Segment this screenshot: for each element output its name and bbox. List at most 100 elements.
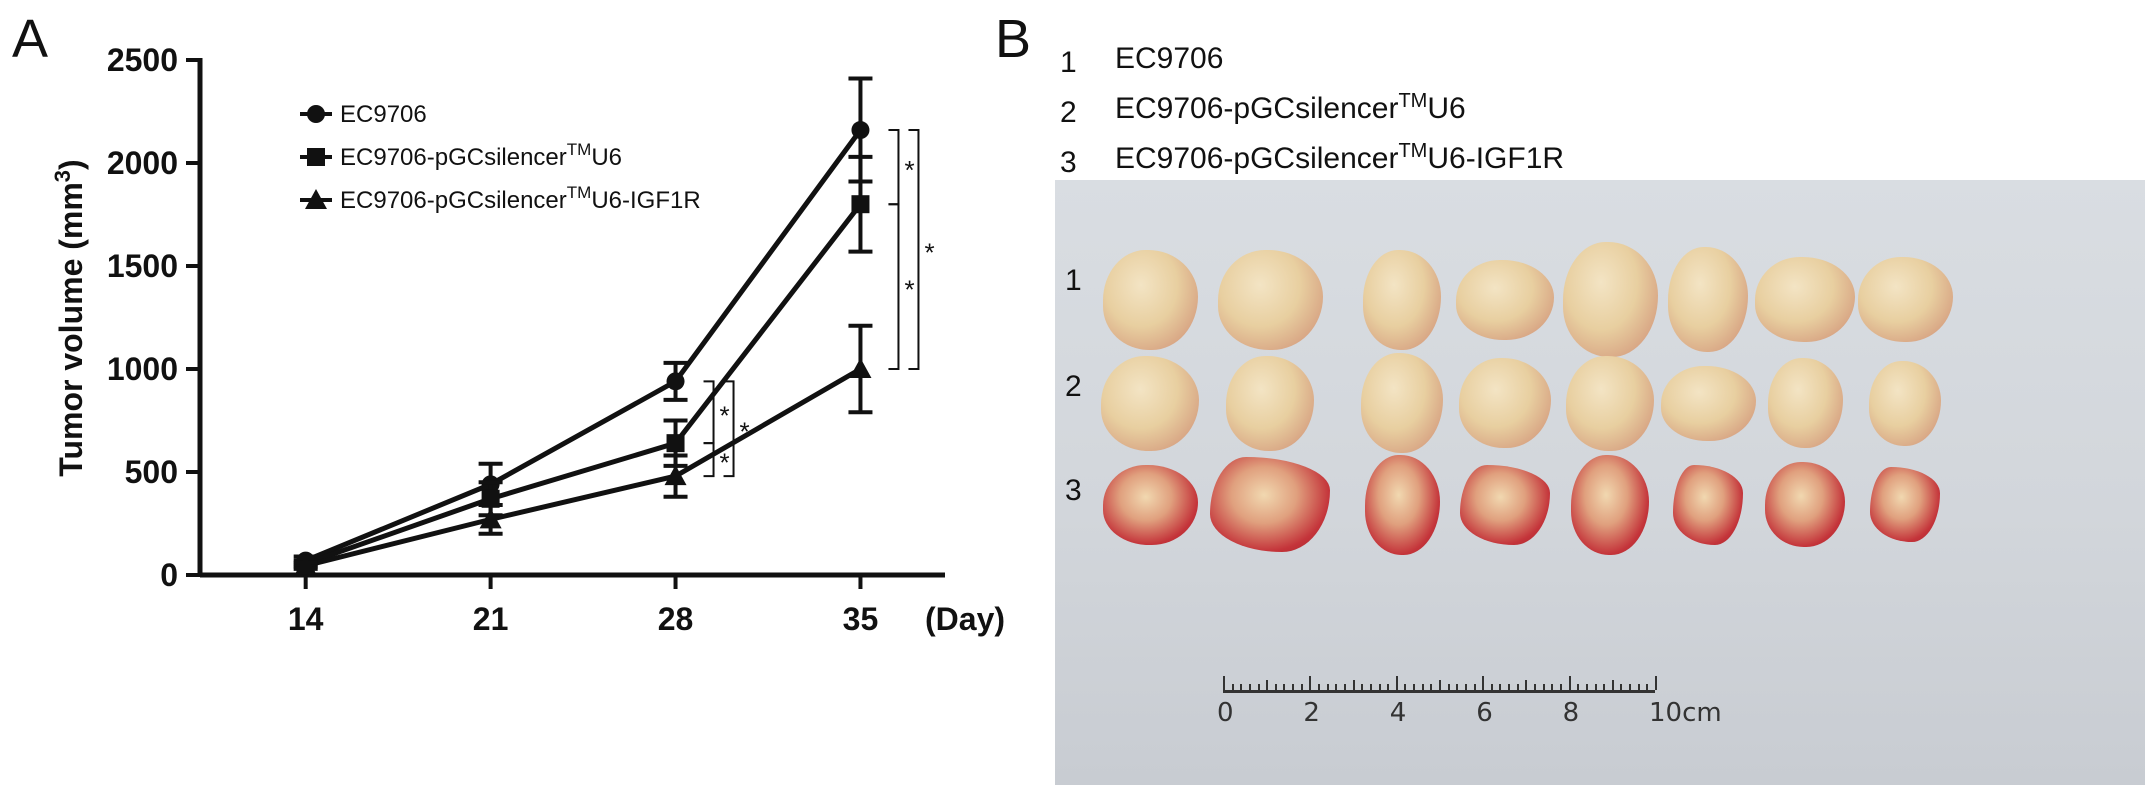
ruler-tick <box>1309 676 1312 690</box>
data-point <box>294 554 317 575</box>
legend-marker <box>307 148 325 166</box>
ruler-tick <box>1508 684 1511 690</box>
y-tick-label: 1500 <box>107 248 178 284</box>
ruler-tick <box>1421 684 1424 690</box>
ruler-tick <box>1490 684 1493 690</box>
x-tick-label: 14 <box>288 601 324 637</box>
data-point <box>664 465 687 486</box>
ruler-tick <box>1395 676 1398 690</box>
legend-item-1: EC9706 <box>300 101 427 128</box>
panel-a-letter: A <box>12 9 49 69</box>
group-name: EC9706 <box>1115 42 1224 75</box>
ruler-tick <box>1361 684 1364 690</box>
photo-row-label: 2 <box>1065 370 1082 403</box>
ruler-tick <box>1464 684 1467 690</box>
significance-bracket: * <box>908 129 935 370</box>
ruler-tick <box>1248 684 1251 690</box>
ruler-tick <box>1559 684 1562 690</box>
tumor-specimen <box>1217 249 1323 350</box>
group-number: 2 <box>1060 96 1077 129</box>
tumor-specimen <box>1210 457 1330 552</box>
tumor-specimen <box>1459 358 1551 448</box>
significance-star: * <box>740 417 750 447</box>
tumor-volume-chart: 0 500 1000 1500 2000 2500 14 21 28 35 (Day) Tumor v… <box>50 42 1005 637</box>
y-tick-label: 500 <box>125 454 178 490</box>
ruler-tick <box>1637 684 1640 690</box>
ruler-tick <box>1620 684 1623 690</box>
group-name: EC9706-pGCsilencerTMU6 <box>1115 90 1466 125</box>
ruler-tick <box>1594 684 1597 690</box>
data-point <box>666 372 685 391</box>
ruler-tick <box>1542 684 1545 690</box>
tumor-specimen <box>1870 467 1940 542</box>
tumor-specimen <box>1857 257 1953 342</box>
significance-star: * <box>924 238 934 268</box>
tumor-specimen <box>1364 454 1440 555</box>
ruler-label: 0 <box>1217 698 1234 728</box>
significance-star: * <box>904 275 914 305</box>
ruler-tick <box>1335 684 1338 690</box>
tumor-specimen <box>1226 355 1314 451</box>
ruler-tick <box>1655 676 1657 690</box>
ruler-tick <box>1326 684 1329 690</box>
significance-star: * <box>720 400 730 430</box>
ruler-label: 10cm <box>1649 698 1722 728</box>
ruler-tick <box>1499 684 1502 690</box>
bracket-line <box>888 129 900 206</box>
legend-label: EC9706-pGCsilencerTMU6 <box>340 140 622 171</box>
ruler-tick <box>1473 684 1476 690</box>
legend-marker <box>305 189 327 209</box>
ruler-tick <box>1404 684 1407 690</box>
significance-bracket: * <box>888 203 915 370</box>
ruler-label: 8 <box>1562 698 1580 728</box>
bracket-line <box>723 380 735 478</box>
series-line <box>304 128 863 563</box>
bracket-line <box>888 203 900 370</box>
y-axis-title: Tumor volume (mm3) <box>50 159 89 476</box>
series-2 <box>293 154 873 569</box>
photo-row-label: 3 <box>1065 474 1082 507</box>
x-tick-label: 21 <box>473 601 509 637</box>
panel-b: B 1 EC9706 2 EC9706-pGCsilencerTMU6 3 EC… <box>995 0 2150 794</box>
y-tick-label: 2500 <box>107 42 178 78</box>
tumor-specimen <box>1456 259 1554 340</box>
y-tick-label: 2000 <box>107 145 178 181</box>
ruler-tick <box>1292 684 1295 690</box>
data-point <box>849 358 872 378</box>
ruler-tick <box>1369 684 1372 690</box>
ruler-label: 2 <box>1303 698 1320 728</box>
data-point <box>851 121 870 140</box>
significance-star: * <box>720 448 730 478</box>
legend-item-3: EC9706-pGCsilencerTMU6-IGF1R <box>300 183 701 214</box>
tumor-specimen <box>1562 242 1658 357</box>
y-tick-label: 1000 <box>107 351 178 387</box>
tumor-specimen <box>1363 249 1441 350</box>
ruler-tick <box>1629 684 1632 690</box>
ruler-tick <box>1516 684 1519 690</box>
tumor-specimen <box>1102 249 1198 350</box>
ruler-tick <box>1447 684 1450 690</box>
ruler-tick <box>1223 676 1225 690</box>
tumor-specimen <box>1571 454 1649 555</box>
significance-bracket: * <box>723 380 750 478</box>
tumor-specimen <box>1668 247 1748 352</box>
ruler-tick <box>1318 684 1321 690</box>
ruler-tick <box>1439 680 1441 690</box>
bracket-line <box>908 129 920 370</box>
group-number: 1 <box>1060 46 1077 79</box>
tumor-specimen <box>1566 355 1654 451</box>
legend-label: EC9706-pGCsilencerTMU6-IGF1R <box>340 183 701 214</box>
data-point <box>666 434 685 453</box>
photo-row-label: 1 <box>1065 264 1082 297</box>
legend-marker <box>307 105 325 123</box>
tumor-specimen <box>1102 464 1198 545</box>
group-name: EC9706-pGCsilencerTMU6-IGF1R <box>1115 140 1565 175</box>
series-line <box>305 366 862 569</box>
ruler-tick <box>1456 684 1459 690</box>
tumor-photo: 1 2 3 0 2 4 6 8 10cm <box>1055 180 2145 785</box>
significance-star: * <box>904 155 914 185</box>
tumor-specimen <box>1460 464 1550 545</box>
tumor-specimen <box>1673 464 1743 545</box>
legend-item-2: EC9706-pGCsilencerTMU6 <box>300 140 622 171</box>
ruler-tick <box>1551 684 1554 690</box>
